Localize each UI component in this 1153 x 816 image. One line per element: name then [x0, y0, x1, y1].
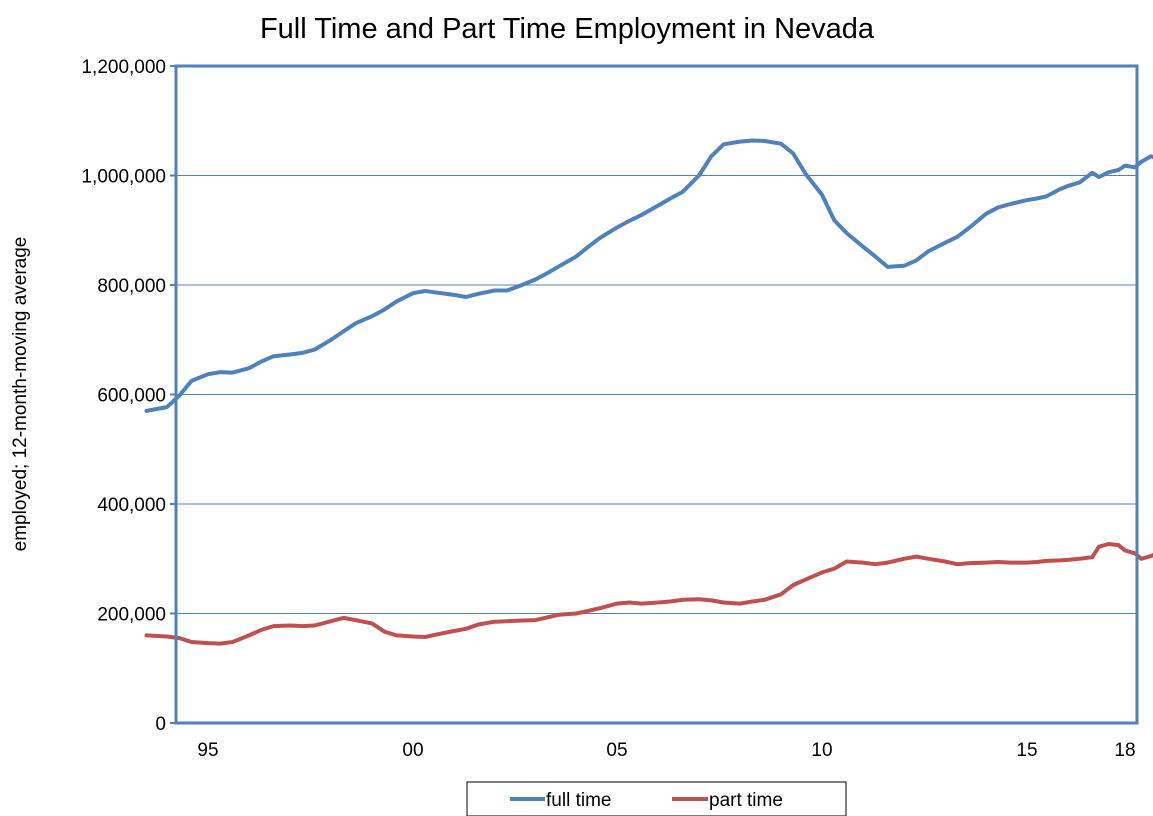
series-layer	[144, 138, 1153, 646]
legend: full time part time	[466, 781, 847, 816]
y-tick-label-1: 200,000	[97, 605, 166, 626]
y-tick-label-3: 600,000	[97, 386, 166, 407]
x-tick-label-1: 00	[402, 740, 423, 761]
y-tick-label-0: 0	[155, 714, 166, 735]
x-tick-label-2: 05	[606, 740, 627, 761]
legend-label-part-time: part time	[709, 790, 783, 811]
y-tick-label-5: 1,000,000	[81, 167, 166, 188]
x-tick-label-4: 15	[1016, 740, 1037, 761]
y-tick-label-4: 800,000	[97, 276, 166, 297]
y-tick-label-6: 1,200,000	[81, 57, 166, 78]
chart-title: Full Time and Part Time Employment in Ne…	[260, 13, 875, 45]
x-tick-layer: 95 00 05 10 15 18	[197, 740, 1135, 761]
y-axis-label: employed; 12-month-moving average	[10, 237, 31, 552]
legend-label-full-time: full time	[546, 790, 611, 811]
x-tick-label-3: 10	[811, 740, 832, 761]
x-tick-label-5: 18	[1114, 740, 1135, 761]
grid-layer	[176, 175, 1137, 614]
y-tick-label-2: 400,000	[97, 495, 166, 516]
y-tick-layer: 0 200,000 400,000 600,000 800,000 1,000,000 1,…	[81, 57, 176, 735]
x-tick-label-0: 95	[197, 740, 218, 761]
series-line-part-time	[144, 542, 1153, 646]
series-line-full-time	[144, 138, 1153, 413]
